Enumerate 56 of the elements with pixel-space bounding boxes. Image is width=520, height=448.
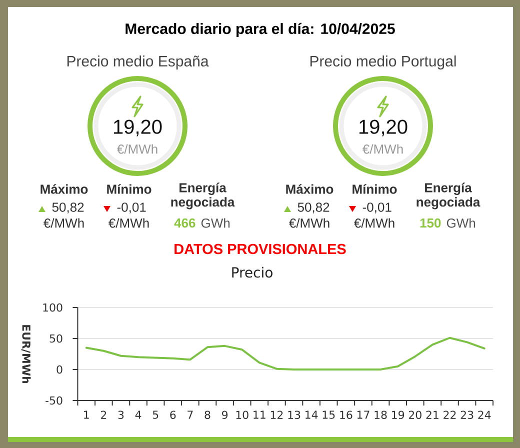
chart-title: Precio (232, 266, 272, 278)
text: 19,20 (114, 120, 162, 136)
x-tick-label: 9 (222, 410, 228, 420)
text: Mínimo (107, 184, 152, 194)
x-tick-label: 4 (135, 410, 142, 419)
text: Precio medio Portugal (310, 55, 456, 70)
text: 150 (420, 218, 441, 228)
x-tick-label: 24 (478, 410, 491, 419)
text: 19,20 (360, 120, 408, 136)
text: GWh (446, 218, 476, 228)
text: €/MWh (117, 144, 158, 154)
text: Máximo (286, 184, 334, 194)
text: Energía negociada (416, 182, 480, 210)
text: €/MWh (354, 218, 394, 228)
y-tick-label: 50 (50, 334, 62, 343)
text: 50,82 (52, 202, 84, 214)
x-tick-label: 7 (188, 410, 193, 419)
text: €/MWh (108, 218, 149, 228)
x-tick-label: 22 (444, 410, 456, 419)
text: 50,82 (298, 202, 330, 214)
text: -0,01 (362, 202, 392, 214)
x-tick-label: 14 (306, 410, 318, 419)
x-tick-label: 13 (288, 410, 300, 420)
text: €/MWh (289, 218, 330, 228)
y-axis-title: EUR/MWh (21, 325, 31, 384)
text: 466 (174, 218, 196, 228)
x-tick-label: 15 (322, 410, 335, 419)
text: GWh (201, 218, 230, 228)
x-tick-label: 18 (374, 410, 387, 420)
text: -0,01 (117, 202, 146, 214)
text: Precio medio España (67, 55, 209, 70)
x-tick-label: 21 (426, 410, 438, 419)
x-tick-label: 20 (408, 410, 422, 420)
x-tick-label: 23 (460, 410, 474, 420)
y-tick-label: -50 (46, 396, 62, 405)
x-tick-label: 2 (100, 410, 106, 419)
x-tick-label: 16 (340, 410, 352, 420)
y-tick-label: 100 (43, 303, 62, 312)
x-tick-label: 11 (254, 410, 266, 419)
x-tick-label: 19 (392, 410, 404, 420)
x-tick-label: 6 (170, 410, 176, 420)
text: Energía negociada (171, 182, 235, 210)
y-tick-label: 0 (56, 365, 62, 374)
text: Mercado diario para el día: 10/04/2025 (126, 22, 395, 38)
text: DATOS PROVISIONALES (174, 244, 346, 254)
x-tick-label: 10 (236, 410, 248, 420)
x-tick-label: 12 (270, 410, 283, 419)
x-tick-label: 1 (84, 410, 89, 419)
text: €/MWh (44, 218, 84, 228)
x-tick-label: 3 (118, 410, 124, 420)
x-tick-label: 5 (152, 410, 158, 419)
x-tick-label: 17 (357, 410, 370, 419)
text: €/MWh (362, 144, 403, 154)
text: Máximo (40, 184, 88, 194)
text: Mínimo (352, 184, 397, 194)
x-tick-label: 8 (204, 410, 210, 420)
